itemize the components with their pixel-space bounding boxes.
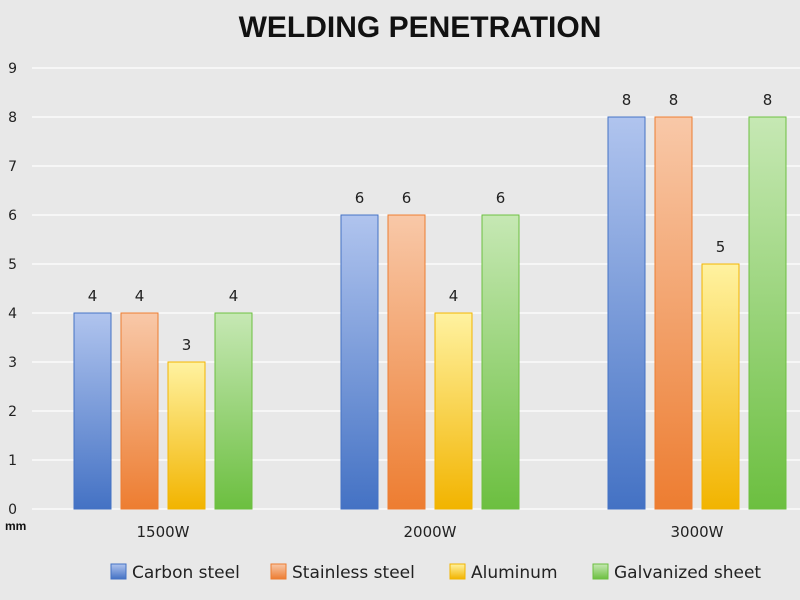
y-tick-label: 1 xyxy=(8,453,17,469)
data-label: 8 xyxy=(622,91,632,109)
data-label: 5 xyxy=(716,238,726,256)
bar-galvanized-sheet-1500w xyxy=(214,312,253,510)
x-category-label: 2000W xyxy=(403,523,456,541)
y-tick-label: 3 xyxy=(8,355,17,371)
legend-label: Galvanized sheet xyxy=(614,563,761,583)
data-label: 3 xyxy=(182,336,192,354)
data-label: 6 xyxy=(402,189,412,207)
y-tick-label: 6 xyxy=(8,208,17,224)
bar-galvanized-sheet-3000w xyxy=(748,116,787,510)
legend-label: Carbon steel xyxy=(132,563,240,583)
bar-galvanized-sheet-2000w xyxy=(481,214,520,510)
data-label: 8 xyxy=(763,91,773,109)
data-label: 6 xyxy=(496,189,506,207)
y-tick-label: 5 xyxy=(8,257,17,273)
legend: Carbon steel Stainless steel Aluminum Galva… xyxy=(110,563,761,583)
data-label: 4 xyxy=(449,287,459,305)
bars xyxy=(73,116,787,510)
x-category-label: 1500W xyxy=(136,523,189,541)
legend-swatch xyxy=(449,563,466,580)
bar-stainless-steel-3000w xyxy=(654,116,693,510)
legend-label: Stainless steel xyxy=(292,563,415,583)
bar-carbon-steel-3000w xyxy=(607,116,646,510)
bar-aluminum-3000w xyxy=(701,263,740,510)
legend-swatch xyxy=(270,563,287,580)
data-label: 6 xyxy=(355,189,365,207)
bar-carbon-steel-1500w xyxy=(73,312,112,510)
data-label: 8 xyxy=(669,91,679,109)
y-axis-unit: mm xyxy=(5,519,26,533)
chart-title: WELDING PENETRATION xyxy=(239,11,602,44)
y-tick-label: 4 xyxy=(8,306,17,322)
data-label: 4 xyxy=(135,287,145,305)
bar-carbon-steel-2000w xyxy=(340,214,379,510)
x-axis: 1500W 2000W 3000W xyxy=(136,523,723,541)
y-tick-label: 9 xyxy=(8,61,17,77)
y-tick-label: 8 xyxy=(8,110,17,126)
y-tick-label: 2 xyxy=(8,404,17,420)
y-tick-label: 7 xyxy=(8,159,17,175)
y-tick-label: 0 xyxy=(8,502,17,518)
x-category-label: 3000W xyxy=(670,523,723,541)
data-labels: 4 4 3 4 6 6 4 6 8 8 5 8 xyxy=(88,91,773,354)
data-label: 4 xyxy=(229,287,239,305)
y-axis: 0 1 2 3 4 5 6 7 8 9 xyxy=(8,61,17,518)
bar-aluminum-1500w xyxy=(167,361,206,510)
legend-swatch xyxy=(592,563,609,580)
legend-swatch xyxy=(110,563,127,580)
bar-stainless-steel-2000w xyxy=(387,214,426,510)
legend-label: Aluminum xyxy=(471,563,558,583)
bar-aluminum-2000w xyxy=(434,312,473,510)
data-label: 4 xyxy=(88,287,98,305)
bar-stainless-steel-1500w xyxy=(120,312,159,510)
